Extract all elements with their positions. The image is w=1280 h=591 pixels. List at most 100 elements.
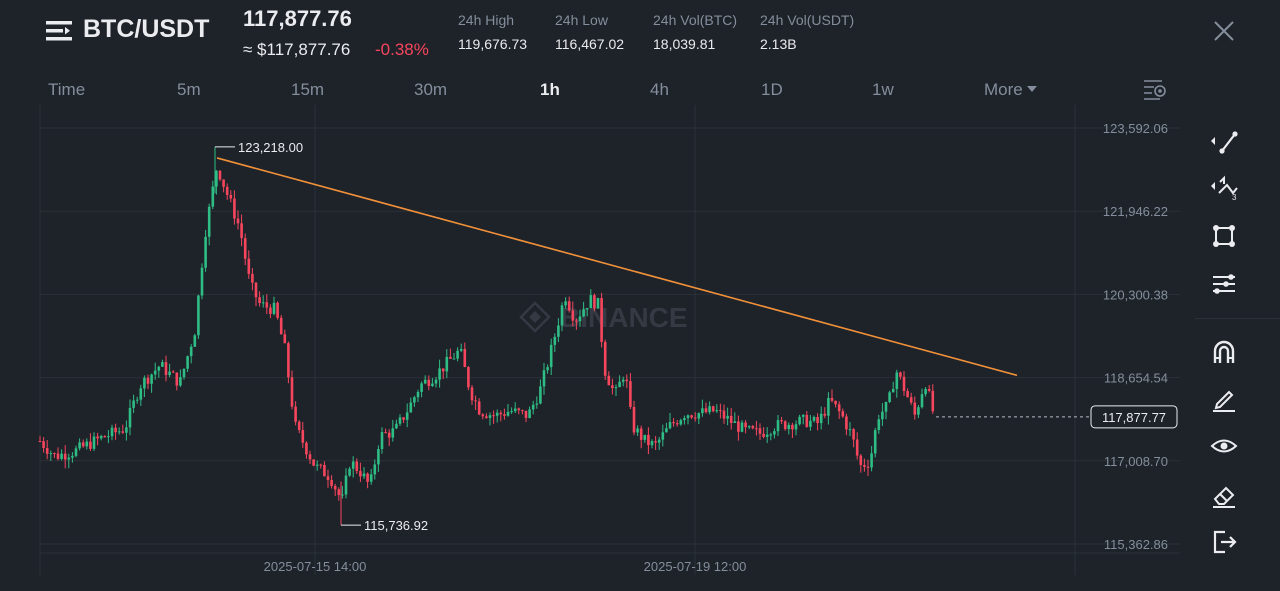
candle <box>81 439 85 448</box>
candle-body <box>625 379 629 382</box>
candle-body <box>474 400 477 402</box>
candle-body <box>542 370 546 387</box>
candle-body <box>420 383 423 392</box>
magnet-icon[interactable] <box>1203 334 1245 370</box>
candle <box>859 453 863 473</box>
candle <box>672 418 675 427</box>
price-chart[interactable]: BINANCE 123,218.00 115,736.92 117,877.77 1… <box>0 105 1180 591</box>
candle <box>200 263 204 300</box>
candle-body <box>679 420 683 425</box>
candle-body <box>467 367 470 388</box>
candle <box>675 419 679 427</box>
candle-body <box>211 186 215 207</box>
candle-body <box>845 416 848 430</box>
candle-body <box>672 422 675 424</box>
candle-body <box>186 356 189 369</box>
candle <box>319 463 323 469</box>
candle-body <box>521 410 524 412</box>
candle-body <box>78 442 81 449</box>
candle <box>693 412 697 422</box>
candle-body <box>589 295 593 309</box>
candle-body <box>866 466 870 468</box>
x-tick-label: 2025-07-19 12:00 <box>644 559 747 574</box>
candle <box>467 365 470 391</box>
interval-30m[interactable]: 30m <box>414 80 448 99</box>
candle-body <box>269 307 272 314</box>
candle <box>881 403 884 426</box>
candle <box>521 409 524 415</box>
pencil-icon[interactable] <box>1203 381 1245 417</box>
shape-tool-icon[interactable] <box>1203 218 1245 254</box>
candle <box>164 355 168 382</box>
eraser-icon[interactable] <box>1203 477 1245 513</box>
candle <box>337 487 341 501</box>
interval-1d[interactable]: 1D <box>761 80 783 99</box>
candle-body <box>701 408 704 414</box>
indicator-tool-icon[interactable] <box>1203 266 1245 302</box>
candle-body <box>873 430 877 454</box>
candle <box>74 445 78 458</box>
close-icon[interactable] <box>1213 20 1235 42</box>
candle <box>549 338 553 376</box>
candle-body <box>344 475 348 495</box>
candle-body <box>423 379 427 384</box>
fibonacci-tool-icon[interactable]: 3 <box>1203 168 1245 204</box>
interval-1h[interactable]: 1h <box>540 80 560 99</box>
interval-5m[interactable]: 5m <box>177 80 201 99</box>
candle <box>744 419 747 434</box>
candle-body <box>359 471 362 477</box>
candle-body <box>427 379 431 387</box>
candle-body <box>571 310 575 321</box>
candle-body <box>254 282 258 298</box>
exit-icon[interactable] <box>1203 524 1245 560</box>
interval-more[interactable]: More <box>984 80 1037 100</box>
candle <box>326 469 330 488</box>
candle-body <box>215 170 218 187</box>
menu-icon[interactable] <box>46 20 72 42</box>
candle-body <box>704 408 708 413</box>
candle-body <box>931 390 935 412</box>
candle <box>589 289 593 309</box>
candle <box>917 404 920 419</box>
candle <box>834 400 837 408</box>
candle <box>395 419 398 430</box>
trading-pair[interactable]: BTC/USDT <box>83 15 210 43</box>
candle <box>909 392 913 405</box>
interval-4h[interactable]: 4h <box>650 80 669 99</box>
candle-body <box>895 372 899 390</box>
candle-body <box>405 412 409 420</box>
candle <box>150 373 153 393</box>
candle-body <box>578 316 582 322</box>
interval-1w[interactable]: 1w <box>872 80 894 99</box>
candle <box>888 390 891 404</box>
candle-body <box>567 301 571 311</box>
candle-body <box>153 370 157 375</box>
candle <box>618 375 621 388</box>
candle-body <box>197 295 200 336</box>
candle <box>571 301 575 327</box>
candle-body <box>81 442 85 447</box>
chart-settings-icon[interactable] <box>1143 78 1167 100</box>
candle <box>661 424 665 447</box>
candle <box>654 436 657 451</box>
candle <box>708 401 711 415</box>
candle <box>287 341 290 384</box>
eye-icon[interactable] <box>1203 428 1245 464</box>
candle <box>812 415 816 423</box>
candle <box>272 296 276 316</box>
candle-body <box>823 413 827 416</box>
candle-body <box>503 414 506 416</box>
candle <box>254 282 258 307</box>
interval-time[interactable]: Time <box>48 80 86 99</box>
interval-15m[interactable]: 15m <box>291 80 325 99</box>
candle <box>423 375 427 385</box>
candle <box>506 404 510 417</box>
candle-body <box>287 343 290 378</box>
candle <box>567 296 571 313</box>
candle <box>99 434 103 441</box>
candle <box>769 432 773 441</box>
candle-body <box>661 432 665 440</box>
trend-line-tool-icon[interactable] <box>1203 123 1245 159</box>
candle-body <box>643 434 647 440</box>
candle <box>665 422 668 433</box>
